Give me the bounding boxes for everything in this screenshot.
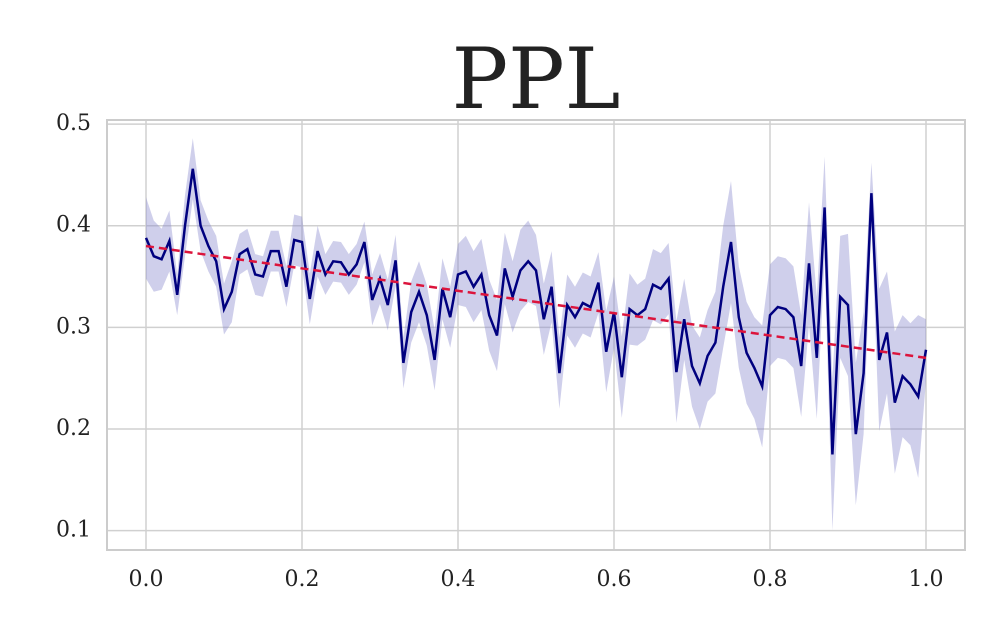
x-tick-label: 0.6 (597, 567, 632, 592)
data-line (144, 168, 928, 455)
x-tick-label: 0.8 (753, 567, 788, 592)
x-tick-label: 0.0 (129, 567, 164, 592)
y-tick-label: 0.2 (56, 416, 91, 441)
plot-frame (106, 119, 966, 551)
y-tick-label: 0.1 (56, 518, 91, 543)
x-tick-label: 1.0 (909, 567, 944, 592)
x-tick-label: 0.2 (285, 567, 320, 592)
x-tick-label: 0.4 (441, 567, 476, 592)
y-tick-label: 0.5 (56, 111, 91, 136)
chart-title: PPL (452, 30, 621, 128)
trend-line (145, 244, 927, 360)
y-tick-label: 0.3 (56, 314, 91, 339)
error-band (146, 138, 926, 531)
y-tick-label: 0.4 (56, 213, 91, 238)
